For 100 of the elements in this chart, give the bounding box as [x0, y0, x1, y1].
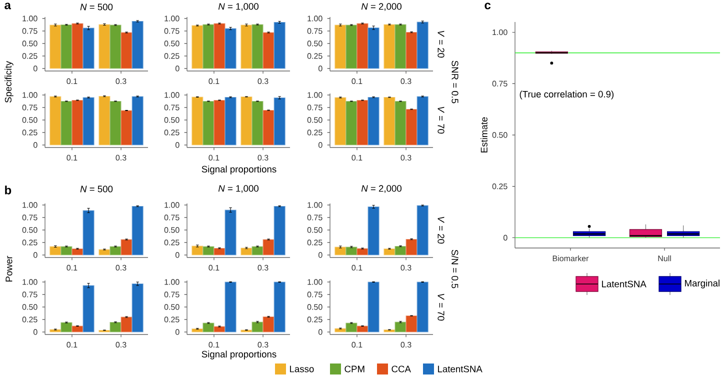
y-tick-label: 0.50: [164, 40, 180, 46]
bar: [82, 210, 94, 256]
legend-label: Marginal: [685, 280, 720, 288]
bar: [224, 96, 236, 146]
y-tick-label: 0.25: [164, 240, 180, 246]
bar: [120, 110, 132, 146]
bar: [60, 100, 72, 146]
bar: [132, 96, 144, 146]
bar: [214, 100, 226, 146]
bar: [356, 248, 368, 256]
text: V = 70: [438, 294, 444, 321]
y-tick-label: 0.75: [164, 28, 180, 34]
y-tick-label: 0.50: [307, 117, 322, 123]
bar: [274, 97, 286, 146]
y-axis-title: Estimate: [480, 117, 488, 152]
text: a: [4, 2, 12, 10]
bar: [202, 246, 214, 256]
x-axis-title: Signal proportions: [202, 166, 276, 174]
bar: [110, 322, 122, 332]
x-axis-title: Signal proportions: [202, 350, 276, 360]
y-tick-label: 0.50: [492, 132, 508, 138]
y-tick-label: 0.50: [22, 117, 38, 123]
bar: [346, 322, 358, 332]
bar: [274, 282, 286, 332]
bar: [82, 97, 94, 146]
text: c: [484, 2, 491, 10]
legend-label: CCA: [392, 366, 411, 372]
legend-label: LatentSNA: [602, 280, 646, 288]
bar: [252, 24, 264, 69]
bar: [110, 100, 122, 146]
y-tick-label: 1.00: [164, 202, 180, 208]
y-axis-title: Specificity: [4, 61, 14, 103]
bar: [394, 246, 406, 256]
x-tick-label: 0.1: [352, 342, 362, 348]
y-tick-label: 0: [33, 142, 38, 148]
y-tick-label: 0.50: [164, 227, 180, 233]
chart-title: N = 2,000: [361, 185, 402, 193]
bar: [406, 238, 418, 256]
bar: [262, 110, 274, 146]
x-tick-label: Null: [658, 255, 671, 262]
bar: [120, 316, 132, 332]
bar: [368, 282, 380, 332]
x-tick-label: 0.3: [258, 342, 268, 348]
y-tick-label: 1.00: [308, 279, 322, 285]
y-tick-label: 0.50: [307, 227, 322, 233]
bar: [346, 100, 358, 146]
y-tick-label: 1.00: [164, 92, 180, 98]
annotation: (True correlation = 0.9): [520, 90, 614, 100]
y-tick-label: 0.50: [307, 304, 322, 310]
y-tick-label: 0.25: [22, 130, 38, 136]
legend-label: Lasso: [290, 366, 314, 372]
bar: [356, 100, 368, 146]
bar: [60, 322, 72, 332]
x-tick-label: 0.3: [258, 154, 268, 161]
bar: [50, 24, 62, 69]
x-tick-label: 0.1: [208, 342, 220, 348]
bar: [368, 27, 380, 69]
x-tick-label: 0.3: [400, 342, 412, 348]
bar: [110, 246, 122, 256]
bar: [356, 23, 368, 69]
y-tick-label: 0.25: [307, 53, 322, 59]
y-tick-label: 0.25: [307, 130, 322, 136]
y-tick-label: 0: [175, 329, 180, 335]
bar: [416, 22, 428, 69]
y-tick-label: 1.00: [22, 92, 38, 98]
bar: [240, 96, 252, 146]
y-tick-label: 0.25: [492, 184, 508, 190]
y-tick-label: 0.25: [22, 316, 38, 322]
y-tick-label: 0: [175, 252, 180, 258]
chart-title: N = 1,000: [218, 3, 259, 11]
x-tick-label: 0.1: [66, 342, 78, 348]
bar: [98, 24, 110, 69]
bar: [110, 24, 122, 69]
text: V = 20: [438, 30, 444, 58]
bar: [394, 24, 406, 69]
bar: [72, 23, 84, 69]
bar: [368, 206, 380, 256]
y-tick-label: 0: [318, 329, 322, 335]
x-tick-label: 0.3: [258, 78, 268, 84]
bar: [334, 97, 346, 146]
bar: [252, 322, 264, 332]
y-tick-label: 1.00: [164, 16, 180, 22]
bar: [252, 246, 264, 256]
x-tick-label: 0.1: [66, 154, 78, 161]
bar: [240, 24, 252, 69]
text: V = 20: [438, 216, 444, 244]
bar: [132, 20, 144, 69]
bar: [120, 239, 132, 256]
bar: [120, 32, 132, 69]
x-tick-label: 0.3: [116, 342, 126, 348]
y-tick-label: 0.75: [164, 104, 180, 110]
bar: [416, 96, 428, 146]
bar: [98, 96, 110, 146]
bar: [240, 248, 252, 256]
y-tick-label: 1.00: [164, 279, 180, 285]
y-tick-label: 0.50: [22, 304, 38, 310]
x-tick-label: 0.1: [208, 264, 220, 271]
bar: [50, 96, 62, 146]
text: SNR = 0.5: [452, 60, 458, 104]
bar: [224, 210, 236, 256]
